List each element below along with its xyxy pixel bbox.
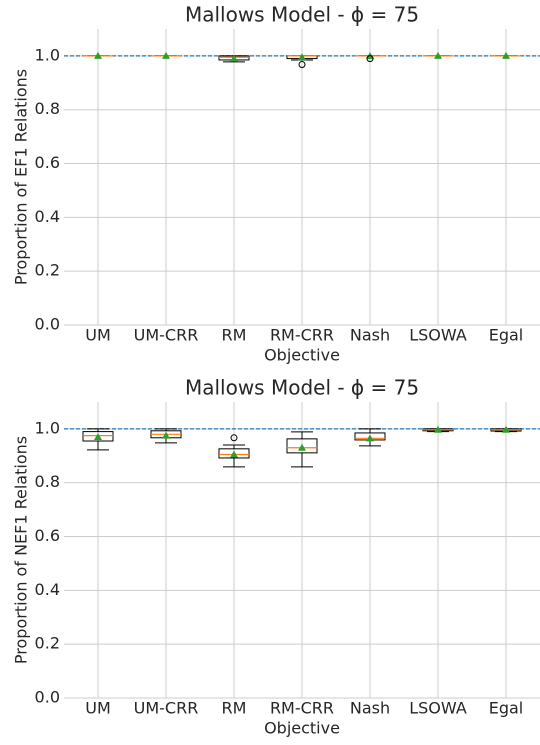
- mean-marker: [502, 51, 510, 59]
- chart-title: Mallows Model - ϕ = 75: [185, 3, 419, 27]
- x-tick-label: UM-CRR: [134, 699, 199, 718]
- y-tick-label: 0.0: [35, 315, 60, 334]
- box: [218, 448, 250, 459]
- x-tick-label: UM: [85, 326, 111, 345]
- y-tick-label: 1.0: [35, 418, 60, 437]
- x-tick-label: RM-CRR: [270, 326, 334, 345]
- mean-marker: [502, 425, 510, 433]
- mean-marker: [230, 54, 238, 62]
- y-tick-label: 0.4: [35, 207, 60, 226]
- flier: [298, 61, 306, 69]
- y-axis-label: Proportion of EF1 Relations: [12, 69, 31, 285]
- mean-marker: [366, 434, 374, 442]
- x-axis-label: Objective: [264, 719, 340, 738]
- x-tick-label: Egal: [489, 326, 524, 345]
- flier: [230, 434, 238, 442]
- y-axis-label: Proportion of NEF1 Relations: [12, 436, 31, 664]
- x-tick-label: RM: [222, 699, 247, 718]
- chart-title: Mallows Model - ϕ = 75: [185, 376, 419, 400]
- box: [82, 431, 114, 442]
- mean-marker: [230, 450, 238, 458]
- mean-marker: [162, 51, 170, 59]
- mean-marker: [434, 51, 442, 59]
- y-tick-label: 0.4: [35, 580, 60, 599]
- x-tick-label: Nash: [350, 699, 390, 718]
- box: [286, 438, 318, 454]
- x-tick-label: LSOWA: [409, 699, 467, 718]
- mean-marker: [298, 53, 306, 61]
- y-tick-label: 0.2: [35, 261, 60, 280]
- mean-marker: [298, 443, 306, 451]
- x-tick-label: RM: [222, 326, 247, 345]
- x-tick-label: UM-CRR: [134, 326, 199, 345]
- y-tick-label: 0.8: [35, 472, 60, 491]
- y-tick-label: 0.2: [35, 634, 60, 653]
- y-tick-label: 1.0: [35, 45, 60, 64]
- x-tick-label: Egal: [489, 699, 524, 718]
- y-tick-label: 0.6: [35, 526, 60, 545]
- x-tick-label: UM: [85, 699, 111, 718]
- mean-marker: [434, 425, 442, 433]
- y-tick-label: 0.0: [35, 688, 60, 707]
- x-tick-label: Nash: [350, 326, 390, 345]
- x-axis-label: Objective: [264, 346, 340, 365]
- y-tick-label: 0.6: [35, 153, 60, 172]
- y-tick-label: 0.8: [35, 99, 60, 118]
- flier: [366, 55, 374, 63]
- x-tick-label: LSOWA: [409, 326, 467, 345]
- x-tick-label: RM-CRR: [270, 699, 334, 718]
- mean-marker: [162, 431, 170, 439]
- mean-marker: [94, 51, 102, 59]
- mean-marker: [94, 432, 102, 440]
